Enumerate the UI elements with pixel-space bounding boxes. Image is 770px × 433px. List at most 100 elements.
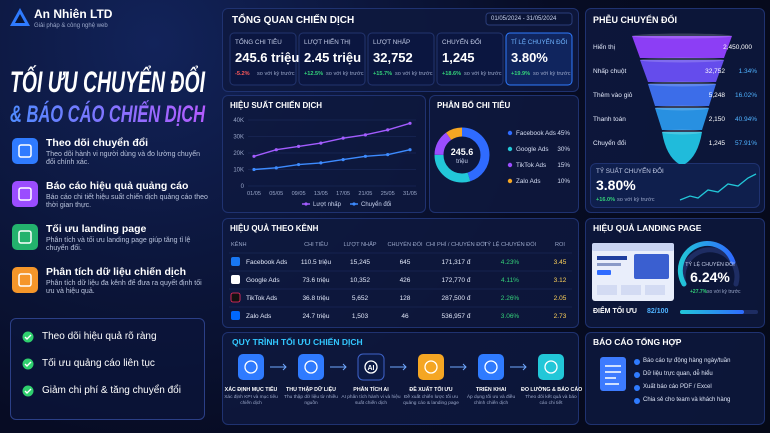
legend-dot bbox=[304, 202, 308, 206]
step-icon-text: AI bbox=[368, 365, 375, 372]
step-desc: Xác định KPI và mục tiêu chiến dịch bbox=[224, 395, 278, 406]
checklist-item: Giảm chi phí & tăng chuyển đổi bbox=[42, 385, 181, 396]
legend-label: Google Ads bbox=[516, 146, 549, 153]
check-mark bbox=[24, 388, 32, 394]
table-cell: 46 bbox=[401, 313, 409, 320]
funnel-rim bbox=[655, 105, 709, 111]
table-cell: 36.8 triệu bbox=[302, 295, 329, 302]
funnel-value: 2,150 bbox=[709, 116, 726, 123]
process-title: QUY TRÌNH TỐI ƯU CHIẾN DỊCH bbox=[232, 337, 363, 347]
sparkline bbox=[679, 173, 757, 201]
channel-icon bbox=[231, 257, 240, 266]
channels-title: HIỆU QUẢ THEO KÊNH bbox=[230, 224, 319, 233]
table-cell: TikTok Ads bbox=[246, 295, 278, 302]
y-tick-label: 10K bbox=[233, 168, 244, 174]
rate-card-value: 3.80% bbox=[596, 177, 636, 193]
gauge-value: 6.24% bbox=[690, 269, 730, 285]
funnel-value: 2,450,000 bbox=[723, 44, 752, 51]
step-title: THU THẬP DỮ LIỆU bbox=[286, 387, 336, 393]
step-glyph bbox=[544, 360, 558, 374]
overview-title: TỔNG QUAN CHIẾN DỊCH bbox=[232, 15, 355, 26]
gauge-label: TỶ LỆ CHUYỂN ĐỔI bbox=[685, 260, 734, 268]
kpi-value: 1,245 bbox=[442, 50, 475, 65]
kpi-change: +18.6% bbox=[442, 71, 462, 77]
series-point bbox=[363, 154, 368, 158]
column-header: CHUYỂN ĐỔI bbox=[387, 241, 423, 248]
series-point bbox=[386, 153, 390, 157]
report-check bbox=[634, 359, 640, 365]
kpi-value: 2.45 triệu bbox=[304, 50, 362, 65]
column-header: TỶ LỆ CHUYỂN ĐỔI bbox=[484, 240, 537, 248]
score-value: 82/100 bbox=[647, 308, 669, 315]
funnel-rim bbox=[632, 33, 732, 39]
step-icon bbox=[357, 353, 385, 381]
table-cell: 2.26% bbox=[501, 295, 520, 302]
mockup-card bbox=[597, 285, 617, 295]
step-arrow bbox=[330, 363, 347, 371]
table-cell: Google Ads bbox=[246, 277, 280, 284]
table-cell: 171,317 đ bbox=[442, 259, 471, 266]
kpi-card bbox=[436, 32, 504, 86]
table-cell: 2.05 bbox=[554, 295, 567, 302]
step-glyph bbox=[244, 360, 258, 374]
brand-tagline: Giải pháp & công nghệ web bbox=[34, 23, 108, 29]
gauge-compare: so với kỳ trước bbox=[707, 289, 741, 295]
series-point bbox=[274, 166, 278, 170]
kpi-compare: so với kỳ trước bbox=[533, 71, 571, 77]
step-glyph bbox=[484, 360, 498, 374]
kpi-card bbox=[229, 32, 297, 86]
doc-line bbox=[605, 371, 621, 373]
kpi-card bbox=[367, 32, 435, 86]
report-check bbox=[634, 398, 640, 404]
funnel-layer bbox=[648, 84, 716, 106]
x-tick-label: 05/05 bbox=[269, 191, 283, 197]
process-panel bbox=[222, 332, 579, 425]
feature-title: Báo cáo hiệu quả quảng cáo bbox=[46, 180, 189, 192]
series-point bbox=[274, 148, 278, 152]
feature-icon-glyph bbox=[18, 273, 32, 287]
mockup-card bbox=[621, 285, 641, 295]
series-line bbox=[253, 122, 411, 157]
legend-value: 45% bbox=[557, 130, 570, 137]
column-header: CHI TIÊU bbox=[304, 240, 328, 248]
funnel-label: Thanh toán bbox=[593, 116, 626, 123]
legend-label: Zalo Ads bbox=[516, 178, 541, 185]
kpi-label: LƯỢT HIỂN THỊ bbox=[304, 39, 351, 46]
series-point bbox=[408, 121, 412, 125]
feature-title: Theo dõi chuyển đổi bbox=[46, 137, 149, 149]
legend-label: TikTok Ads bbox=[516, 162, 546, 169]
funnel-layer bbox=[640, 60, 724, 82]
report-check bbox=[634, 385, 640, 391]
funnel-label: Nhấp chuột bbox=[593, 66, 626, 75]
kpi-value: 245.6 triệu bbox=[235, 50, 300, 65]
table-cell: 1,503 bbox=[352, 313, 369, 320]
legend-value: 15% bbox=[557, 162, 570, 169]
gauge-arc bbox=[677, 240, 736, 287]
rate-card-title: TỶ SUẤT CHUYỂN ĐỔI bbox=[596, 168, 664, 175]
funnel-rate: 16.02% bbox=[735, 92, 757, 99]
funnel-rim bbox=[648, 81, 716, 87]
kpi-change: -5.2% bbox=[235, 71, 250, 77]
table-cell: 3.12 bbox=[554, 277, 567, 284]
table-cell: 110.5 triệu bbox=[301, 259, 332, 266]
table-cell: 3.45 bbox=[554, 259, 567, 266]
brand-name: An Nhiên LTD bbox=[34, 7, 113, 21]
legend-dot bbox=[507, 162, 513, 168]
legend-dot bbox=[352, 202, 356, 206]
mockup-bar bbox=[592, 243, 674, 251]
funnel-rate: 57.91% bbox=[735, 140, 757, 147]
mockup-button bbox=[597, 270, 611, 275]
series-point bbox=[252, 167, 256, 172]
feature-title: Tối ưu landing page bbox=[46, 223, 147, 235]
funnel-label: Hiển thị bbox=[593, 43, 615, 51]
landing-title: HIỆU QUẢ LANDING PAGE bbox=[593, 223, 702, 233]
y-tick-label: 20K bbox=[233, 151, 244, 157]
y-tick-label: 30K bbox=[233, 135, 244, 141]
step-title: ĐO LƯỜNG & BÁO CÁO bbox=[521, 387, 583, 393]
gauge-track bbox=[680, 247, 740, 287]
step-icon bbox=[298, 354, 324, 380]
check-mark bbox=[24, 361, 32, 367]
mockup-text bbox=[597, 263, 621, 266]
table-cell: 4.11% bbox=[501, 277, 519, 284]
